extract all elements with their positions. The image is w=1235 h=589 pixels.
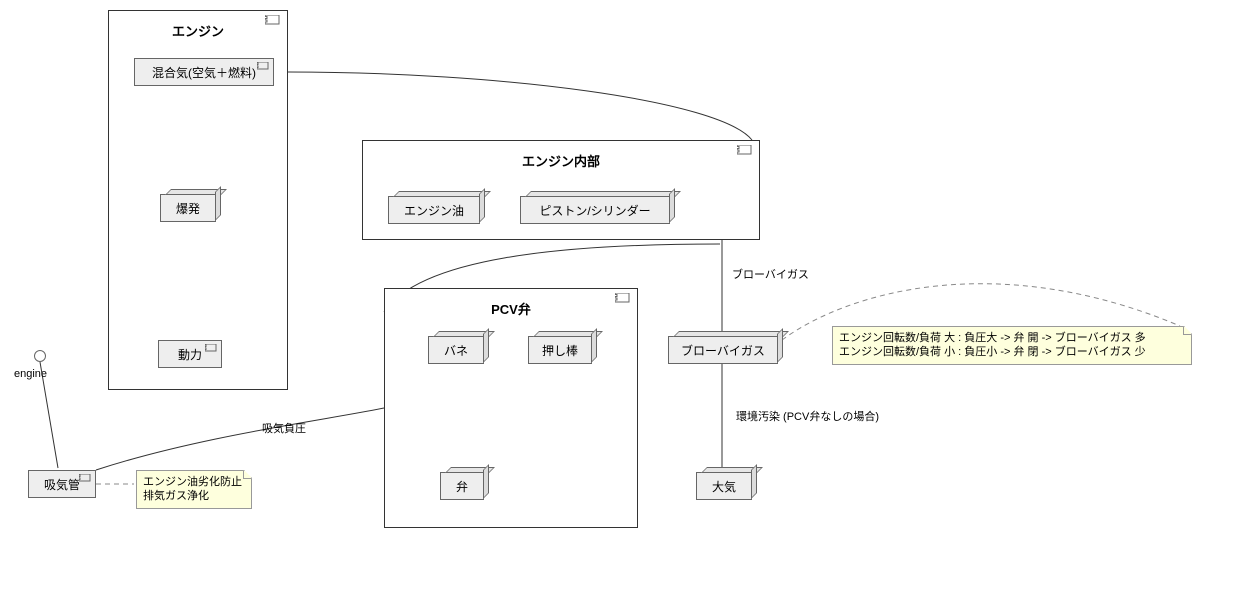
note-blowby-line1: エンジン回転数/負荷 大 : 負圧大 -> 弁 開 -> ブローバイガス 多: [839, 331, 1185, 345]
node-spring-label: バネ: [444, 342, 468, 359]
note-intake: エンジン油劣化防止 排気ガス浄化: [136, 470, 252, 509]
interface-circle: [34, 350, 46, 362]
node-engine-oil-label: エンジン油: [404, 202, 464, 219]
node-piston-label: ピストン/シリンダー: [539, 202, 650, 219]
note-blowby-line2: エンジン回転数/負荷 小 : 負圧小 -> 弁 閉 -> ブローバイガス 少: [839, 345, 1185, 359]
node-blowby-label: ブローバイガス: [681, 342, 765, 359]
node-valve: 弁: [440, 472, 484, 500]
component-intake-label: 吸気管: [44, 476, 80, 493]
component-mixture: 混合気(空気＋燃料): [134, 58, 274, 86]
note-intake-line1: エンジン油劣化防止: [143, 475, 245, 489]
package-icon: [615, 293, 631, 303]
node-explosion-label: 爆発: [176, 200, 200, 217]
component-power: 動力: [158, 340, 222, 368]
node-atmosphere-label: 大気: [712, 478, 736, 495]
component-icon: [205, 344, 217, 352]
edge-label-blowby: ブローバイガス: [732, 266, 809, 282]
note-intake-line2: 排気ガス浄化: [143, 489, 245, 503]
node-explosion: 爆発: [160, 194, 216, 222]
package-engine-internal: エンジン内部: [362, 140, 760, 240]
node-piston: ピストン/シリンダー: [520, 196, 670, 224]
component-intake: 吸気管: [28, 470, 96, 498]
edge-label-pollution: 環境汚染 (PCV弁なしの場合): [736, 408, 879, 424]
node-pushrod: 押し棒: [528, 336, 592, 364]
package-pcv-title: PCV弁: [385, 289, 637, 322]
component-icon: [257, 62, 269, 70]
note-blowby: エンジン回転数/負荷 大 : 負圧大 -> 弁 開 -> ブローバイガス 多 エ…: [832, 326, 1192, 365]
component-icon: [79, 474, 91, 482]
node-valve-label: 弁: [456, 478, 468, 495]
package-engine-internal-title: エンジン内部: [363, 141, 759, 174]
edge-label-vacuum: 吸気負圧: [262, 420, 306, 436]
package-pcv: PCV弁: [384, 288, 638, 528]
node-pushrod-label: 押し棒: [542, 342, 578, 359]
package-engine-title: エンジン: [109, 11, 287, 44]
component-mixture-label: 混合気(空気＋燃料): [152, 64, 256, 81]
component-power-label: 動力: [178, 346, 202, 363]
node-blowby: ブローバイガス: [668, 336, 778, 364]
node-spring: バネ: [428, 336, 484, 364]
node-engine-oil: エンジン油: [388, 196, 480, 224]
package-icon: [265, 15, 281, 25]
interface-label: engine: [14, 368, 47, 380]
node-atmosphere: 大気: [696, 472, 752, 500]
package-icon: [737, 145, 753, 155]
